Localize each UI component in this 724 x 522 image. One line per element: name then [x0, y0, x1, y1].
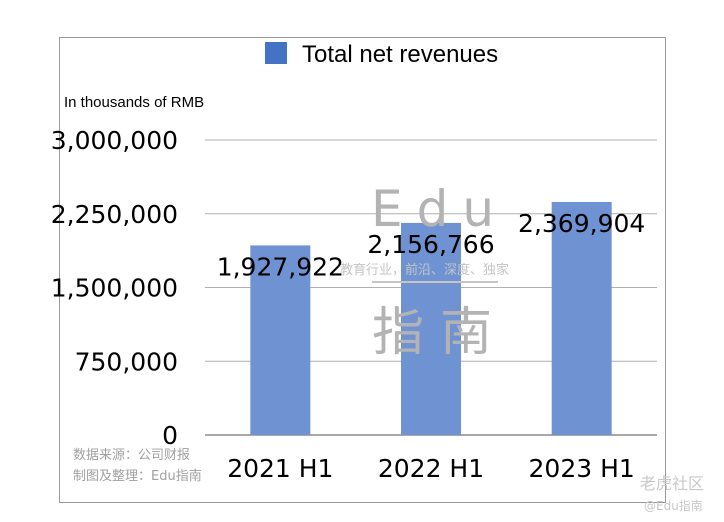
y-tick-labels: 0 750,000 1,500,000 2,250,000 3,000,000 [51, 126, 178, 450]
x-tick-label: 2023 H1 [529, 454, 635, 483]
corner-watermark-1: 老虎社区 [640, 474, 705, 493]
watermark-edu: Edu [371, 180, 509, 238]
watermark-divider [372, 281, 498, 283]
data-label: 1,927,922 [217, 252, 344, 281]
bars [250, 201, 612, 435]
legend-swatch [265, 42, 287, 64]
x-tick-label: 2022 H1 [378, 454, 484, 483]
bar [401, 222, 461, 435]
x-tick-label: 2021 H1 [227, 454, 333, 483]
y-tick-label: 3,000,000 [51, 126, 178, 155]
data-labels: 1,927,922 2,156,766 2,369,904 [217, 209, 646, 281]
data-label: 2,156,766 [367, 230, 494, 259]
source-note-line1: 数据来源：公司财报 [73, 448, 191, 463]
x-tick-labels: 2021 H1 2022 H1 2023 H1 [227, 454, 635, 483]
watermark-zhinan: 指南 [372, 303, 509, 363]
bar [250, 245, 311, 435]
y-tick-label: 750,000 [75, 347, 178, 376]
legend-label: Total net revenues [302, 41, 498, 68]
y-tick-label: 2,250,000 [51, 200, 178, 229]
y-tick-label: 0 [162, 421, 178, 450]
chart-frame [59, 37, 666, 503]
watermark-slogan: 教育行业，前沿、深度、独家 [340, 263, 510, 278]
source-note-line2: 制图及整理：Edu指南 [73, 469, 202, 484]
corner-watermark-2: @Edu指南 [644, 499, 703, 513]
data-label: 2,369,904 [518, 209, 645, 238]
y-axis-label: In thousands of RMB [64, 94, 204, 111]
y-tick-label: 1,500,000 [51, 274, 178, 303]
bar [551, 201, 612, 435]
legend: Total net revenues [265, 41, 498, 68]
